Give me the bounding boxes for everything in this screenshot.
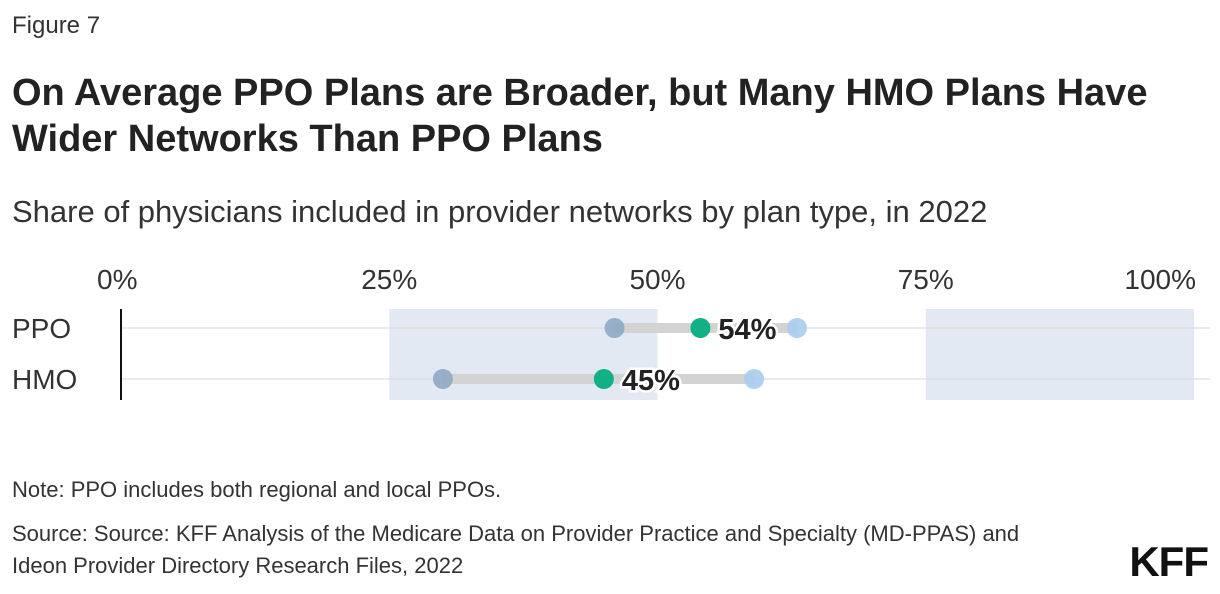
low-end-dot-hmo <box>432 369 453 389</box>
high-end-dot-ppo <box>786 318 807 338</box>
average-dot-ppo <box>690 318 711 338</box>
chart-note: Note: PPO includes both regional and loc… <box>12 477 502 502</box>
average-dot-hmo <box>593 369 614 389</box>
chart-source: Source: Source: KFF Analysis of the Medi… <box>12 521 1020 578</box>
x-tick-label: 50% <box>629 264 685 295</box>
average-data-label-ppo: 54% <box>718 314 776 346</box>
x-tick-label: 0% <box>97 264 137 295</box>
dot-range-chart: 0% 25% 50% 75% 100% PPO HMO 54% 45% <box>12 264 1210 400</box>
average-data-label-hmo: 45% <box>622 365 680 397</box>
shaded-band-1 <box>925 309 1194 400</box>
low-end-dot-ppo <box>604 318 625 338</box>
x-tick-label: 100% <box>1124 264 1196 295</box>
x-tick-label: 75% <box>898 264 954 295</box>
x-tick-label: 25% <box>361 264 417 295</box>
chart-subtitle: Share of physicians included in provider… <box>12 194 988 229</box>
high-end-dot-hmo <box>744 369 765 389</box>
category-label-ppo: PPO <box>12 313 71 344</box>
chart-title: On Average PPO Plans are Broader, but Ma… <box>12 72 1148 160</box>
kff-logo: KFF <box>1129 538 1209 585</box>
figure-label: Figure 7 <box>12 12 101 39</box>
category-label-hmo: HMO <box>12 364 77 395</box>
